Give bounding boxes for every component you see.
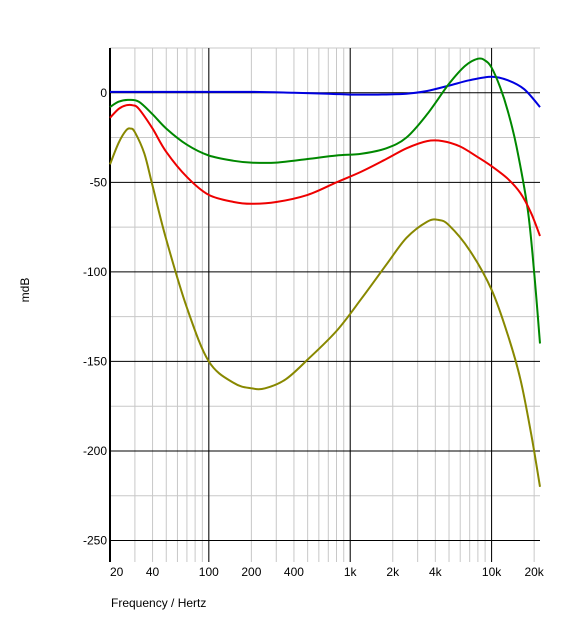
- y-tick-label: -50: [90, 175, 108, 189]
- x-tick-labels: 20 40 100 200 400 1k 2k 4k 10k 20k: [110, 565, 545, 579]
- series-layer: [109, 57, 541, 487]
- x-tick-label: 4k: [429, 565, 443, 579]
- x-tick-label: 40: [146, 565, 160, 579]
- x-tick-label: 1k: [344, 565, 358, 579]
- series-line-2: [109, 57, 541, 344]
- y-tick-label: -250: [83, 534, 107, 548]
- x-tick-label: 400: [284, 565, 304, 579]
- series-line-4: [109, 127, 541, 487]
- y-tick-label: -150: [83, 354, 107, 368]
- x-axis-label: Frequency / Hertz: [111, 596, 206, 610]
- y-tick-label: -100: [83, 265, 107, 279]
- major-grid: [110, 48, 540, 562]
- x-tick-label: 20: [110, 565, 124, 579]
- x-tick-label: 100: [199, 565, 219, 579]
- series-line-3: [109, 103, 541, 237]
- x-tick-label: 2k: [386, 565, 400, 579]
- x-tick-label: 200: [241, 565, 261, 579]
- y-axis-label: mdB: [18, 278, 32, 303]
- x-tick-label: 10k: [482, 565, 502, 579]
- x-tick-label: 20k: [524, 565, 544, 579]
- minor-grid: [109, 47, 540, 562]
- y-tick-labels: 0 -50 -100 -150 -200 -250: [83, 86, 107, 548]
- series-line-1: [110, 75, 541, 108]
- y-tick-label: -200: [83, 444, 107, 458]
- y-tick-label: 0: [100, 86, 107, 100]
